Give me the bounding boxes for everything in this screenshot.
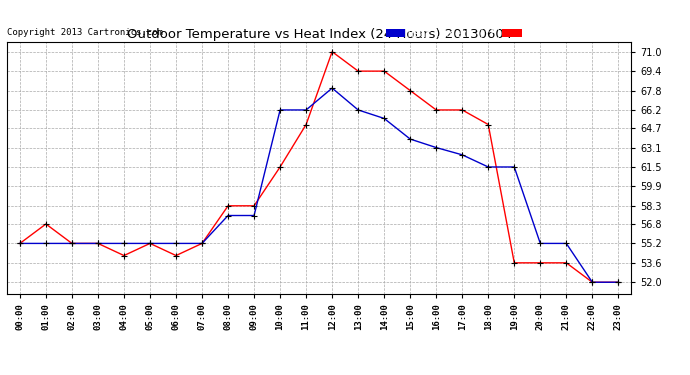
Title: Outdoor Temperature vs Heat Index (24 Hours) 20130604: Outdoor Temperature vs Heat Index (24 Ho… <box>126 28 512 41</box>
Text: Copyright 2013 Cartronics.com: Copyright 2013 Cartronics.com <box>7 28 163 37</box>
Legend: Heat Index  (°F), Temperature  (°F): Heat Index (°F), Temperature (°F) <box>384 27 627 40</box>
